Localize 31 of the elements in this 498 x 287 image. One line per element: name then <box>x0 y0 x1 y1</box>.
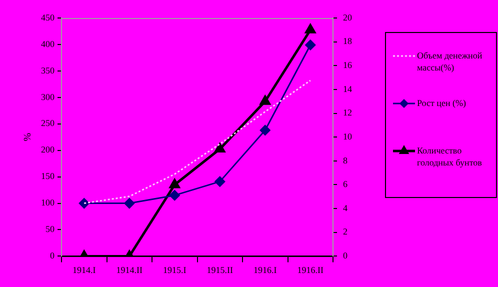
x-tick-label: 1914.I <box>72 264 96 275</box>
y2-tick-label: 2 <box>343 226 348 237</box>
y-tick-label: 150 <box>41 171 55 182</box>
y2-tick-label: 14 <box>343 84 352 94</box>
y-tick-label: 350 <box>41 65 55 76</box>
y-tick-label: 200 <box>41 144 55 155</box>
legend-label: Рост цен (%) <box>417 98 466 108</box>
x-tick-label: 1915.II <box>206 264 233 275</box>
y-axis-title: % <box>22 132 34 142</box>
y2-tick-label: 6 <box>343 179 348 190</box>
legend-label: Количество голодных бунтов <box>417 145 482 168</box>
x-tick-label: 1915.I <box>163 264 186 275</box>
y-tick-label: 100 <box>41 198 55 208</box>
y2-tick-label: 12 <box>343 108 352 118</box>
x-tick-label: 1916.I <box>254 264 277 275</box>
y-tick-label: 0 <box>50 250 55 261</box>
y2-tick-label: 8 <box>343 155 348 166</box>
y2-tick-label: 0 <box>343 250 348 261</box>
y-tick-label: 450 <box>41 12 55 22</box>
y2-tick-label: 16 <box>343 60 352 70</box>
y2-tick-label: 18 <box>343 36 352 46</box>
y2-tick-label: 4 <box>343 202 348 213</box>
legend-label: Объем денежной массы(%) <box>417 50 482 72</box>
x-tick-label: 1914.II <box>116 264 142 275</box>
y2-tick-label: 10 <box>343 131 352 142</box>
y-tick-label: 400 <box>41 38 55 49</box>
y-tick-label: 50 <box>46 224 55 234</box>
y-tick-label: 300 <box>41 92 55 102</box>
x-tick-label: 1916.II <box>297 264 324 275</box>
y2-tick-label: 20 <box>343 12 352 22</box>
y-tick-label: 250 <box>41 118 55 128</box>
